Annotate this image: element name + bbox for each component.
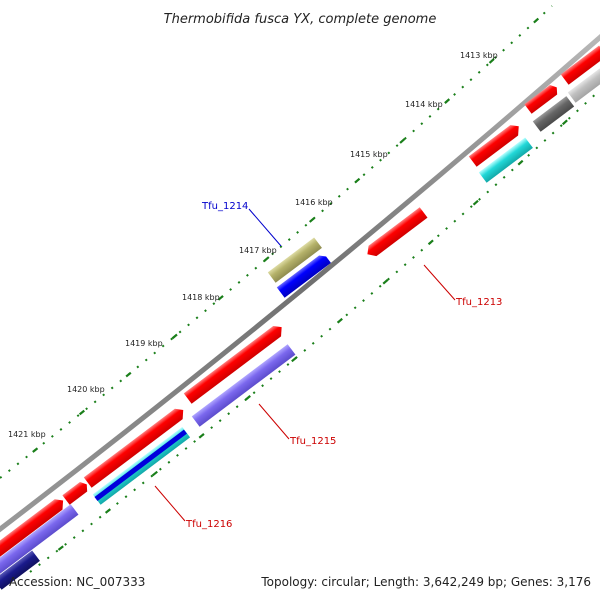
gene-purple-feature[interactable] <box>0 504 79 575</box>
accession-text: Accession: NC_007333 <box>9 575 145 589</box>
gene-label-leaders <box>154 208 456 522</box>
gene-red-feature[interactable] <box>62 480 90 505</box>
gene-red-feature[interactable] <box>0 496 67 558</box>
scale-label: 1416 kbp <box>295 198 333 207</box>
gene-navy-feature[interactable] <box>0 550 40 590</box>
scale-label: 1417 kbp <box>239 246 277 255</box>
leader-line <box>154 485 186 522</box>
scale-labels: 1413 kbp 1414 kbp 1415 kbp 1416 kbp 1417… <box>8 51 498 439</box>
gene-olive-feature[interactable] <box>267 237 322 283</box>
scale-label: 1420 kbp <box>67 385 105 394</box>
gene-red-feature[interactable] <box>83 405 188 488</box>
gene-labels: Tfu_1214 Tfu_1213 Tfu_1215 Tfu_1216 <box>185 201 502 530</box>
inner-scale-ticks <box>29 89 600 573</box>
leader-line <box>258 403 290 440</box>
outer-scale-dots <box>0 5 553 479</box>
scale-label: 1421 kbp <box>8 430 46 439</box>
gene-label-tfu-1213[interactable]: Tfu_1213 <box>455 297 502 308</box>
gene-label-tfu-1214[interactable]: Tfu_1214 <box>201 201 248 212</box>
gene-red-feature[interactable] <box>524 83 560 114</box>
gene-cyan-feature[interactable] <box>478 137 533 183</box>
gene-red-feature[interactable] <box>364 207 428 260</box>
leader-line <box>248 208 282 247</box>
scale-label: 1418 kbp <box>182 293 220 302</box>
gene-purple-feature[interactable] <box>191 344 296 427</box>
scale-label: 1415 kbp <box>350 150 388 159</box>
gene-lightgray-feature[interactable] <box>567 68 600 103</box>
scale-label: 1413 kbp <box>460 51 498 60</box>
scale-label: 1414 kbp <box>405 100 443 109</box>
outer-scale-ring <box>0 5 553 479</box>
map-title: Thermobifida fusca YX, complete genome <box>164 12 437 27</box>
gene-gray-feature[interactable] <box>532 96 575 132</box>
gene-label-tfu-1215[interactable]: Tfu_1215 <box>289 436 336 447</box>
gene-blue-feature[interactable] <box>94 429 187 501</box>
outer-scale-ticks <box>0 5 553 479</box>
inner-scale-dots <box>29 89 600 573</box>
gene-red-feature[interactable] <box>560 45 600 85</box>
genome-summary-text: Topology: circular; Length: 3,642,249 bp… <box>260 575 591 589</box>
gene-red-feature[interactable] <box>183 322 286 404</box>
reverse-genes <box>0 68 600 590</box>
leader-line <box>423 264 456 301</box>
scale-label: 1419 kbp <box>125 339 163 348</box>
gene-label-tfu-1216[interactable]: Tfu_1216 <box>185 519 232 530</box>
gene-red-feature[interactable] <box>468 122 523 167</box>
gene-blue-feature[interactable] <box>276 253 331 298</box>
forward-genes <box>0 45 600 558</box>
genome-backbone <box>0 34 600 533</box>
inner-scale-ring <box>29 89 600 573</box>
